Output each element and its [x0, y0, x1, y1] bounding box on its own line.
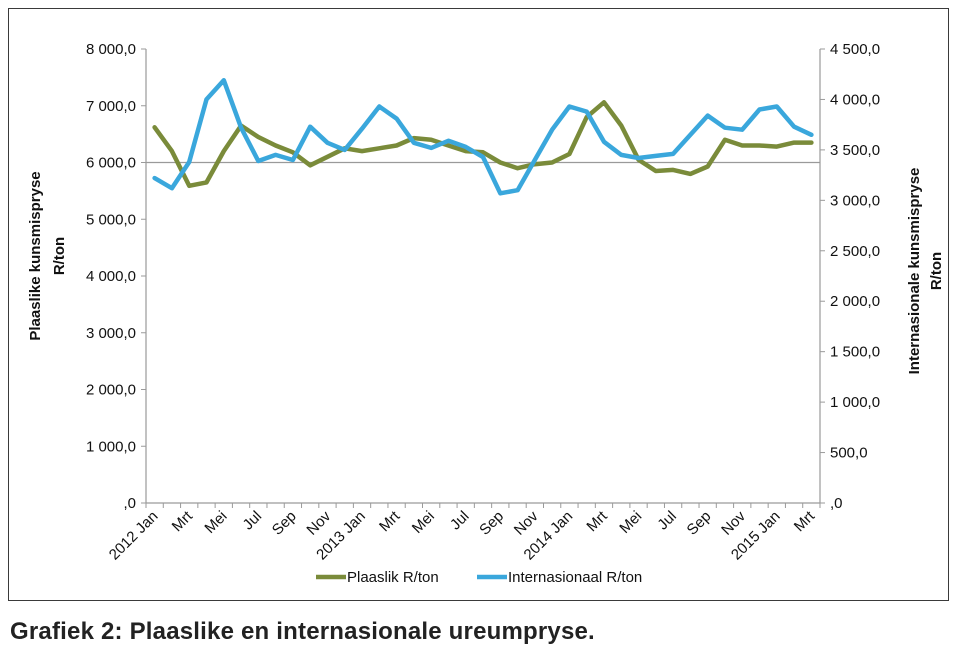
legend: Plaaslik R/ton Internasionaal R/ton: [316, 569, 642, 586]
chart-frame: [8, 8, 949, 601]
right-axis-title: Internasionale kunsmispryse R/ton: [906, 168, 945, 375]
left-tick-label: 3 000,0: [86, 325, 136, 342]
x-tick-label: Mrt: [583, 507, 611, 535]
left-tick-label: 8 000,0: [86, 41, 136, 58]
left-tick-label: 1 000,0: [86, 438, 136, 455]
left-tick-label: 7 000,0: [86, 98, 136, 115]
left-tick-label: 2 000,0: [86, 382, 136, 399]
x-tick-label: Sep: [476, 508, 507, 539]
right-tick-label: 500,0: [830, 445, 868, 462]
x-tick-label: Jul: [654, 508, 680, 534]
left-tick-label: ,0: [123, 495, 136, 512]
right-tick-label: 2 000,0: [830, 293, 880, 310]
x-tick-label: Sep: [269, 508, 300, 539]
right-tick-label: 2 500,0: [830, 243, 880, 260]
left-tick-label: 6 000,0: [86, 155, 136, 172]
right-tick-label: 4 000,0: [830, 91, 880, 108]
x-tick-label: 2012 Jan: [106, 508, 162, 564]
x-tick-label: Mrt: [169, 507, 197, 535]
right-tick-label: 3 000,0: [830, 192, 880, 209]
series-line-plaaslik: [152, 100, 814, 189]
x-tick-label: Mei: [201, 508, 230, 537]
x-tick-label: Mrt: [376, 507, 404, 535]
x-tick-label: Jul: [447, 508, 473, 534]
x-tick-label: Sep: [684, 508, 715, 539]
left-tick-label: 5 000,0: [86, 211, 136, 228]
right-tick-label: ,0: [830, 495, 843, 512]
series-line-internasionaal: [152, 78, 814, 196]
x-tick-label: Mrt: [791, 507, 819, 535]
right-tick-label: 1 000,0: [830, 394, 880, 411]
axes: 8 000,0 7 000,0 6 000,0 5 000,0 4 000,0 3 000…: [27, 41, 945, 563]
x-tick-label: Jul: [240, 508, 266, 534]
x-tick-label: Mei: [409, 508, 438, 537]
chart: 8 000,0 7 000,0 6 000,0 5 000,0 4 000,0 3 000…: [27, 41, 945, 586]
right-tick-label: 4 500,0: [830, 41, 880, 58]
x-tick-label: Mei: [616, 508, 645, 537]
legend-label: Plaaslik R/ton: [347, 569, 439, 586]
right-tick-label: 3 500,0: [830, 142, 880, 159]
series-lines: [152, 78, 814, 196]
left-axis-title: Plaaslike kunsmispryse R/ton: [27, 171, 68, 340]
right-tick-label: 1 500,0: [830, 344, 880, 361]
figure-caption: Grafiek 2: Plaaslike en internasionale u…: [10, 618, 595, 645]
left-tick-label: 4 000,0: [86, 268, 136, 285]
legend-label: Internasionaal R/ton: [508, 569, 642, 586]
